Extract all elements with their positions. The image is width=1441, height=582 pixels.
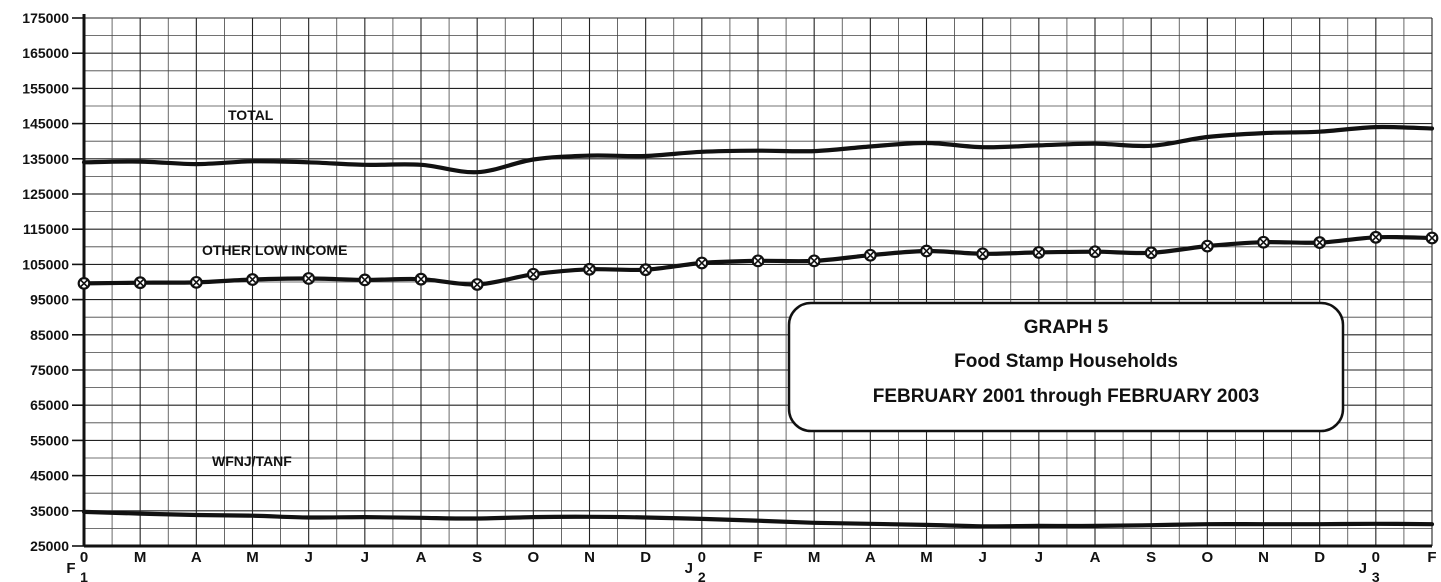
y-tick-label: 65000	[30, 397, 69, 413]
x-tick-label: J	[361, 549, 369, 566]
chart-title-line-1: GRAPH 5	[1024, 317, 1109, 338]
y-tick-label: 85000	[30, 327, 69, 343]
x-tick-label: 0	[80, 549, 88, 566]
x-tick-label: 0	[698, 549, 706, 566]
series-lines	[77, 124, 1439, 529]
series-other-low-income	[77, 230, 1439, 291]
x-tick-label: 3	[1372, 569, 1380, 582]
y-tick-label: 75000	[30, 362, 69, 378]
data-point-marker-cross	[866, 251, 875, 260]
data-point-marker-cross	[754, 257, 762, 265]
data-point-marker-cross	[698, 259, 706, 267]
data-point-marker-cross	[810, 257, 818, 265]
x-tick-label: A	[191, 549, 202, 566]
x-tick-label: S	[1146, 549, 1156, 566]
x-tick-label: J	[1359, 560, 1367, 577]
x-tick-label: M	[808, 549, 821, 566]
data-point-marker-cross	[473, 280, 481, 289]
data-point-marker-cross	[417, 275, 425, 283]
data-point-marker-cross	[585, 265, 594, 274]
x-tick-label: D	[1314, 549, 1325, 566]
data-point-marker-cross	[1203, 242, 1212, 250]
y-tick-label: 125000	[22, 186, 69, 202]
x-tick-label: O	[1201, 549, 1213, 566]
series-wfnj-tanf	[81, 509, 1435, 529]
x-axis-tick-labels: 0F 1M A M J J A S O N D 0J 2F M A M J J A S O N D 0J 3F	[66, 549, 1436, 582]
data-point-marker-cross	[1428, 234, 1436, 242]
series-line-total	[81, 124, 1435, 175]
series-label-other-low-income: OTHER LOW INCOME	[202, 242, 347, 258]
data-point-marker-cross	[1259, 238, 1268, 246]
data-point-marker-cross	[641, 265, 650, 274]
data-point-marker-cross	[80, 279, 88, 288]
series-labels: TOTAL OTHER LOW INCOME WFNJ/TANF	[202, 107, 347, 469]
series-line-wfnj-tanf	[81, 509, 1435, 529]
title-box: GRAPH 5 Food Stamp Households FEBRUARY 2…	[787, 301, 1345, 433]
x-tick-label: A	[416, 549, 427, 566]
series-label-total: TOTAL	[228, 107, 274, 123]
data-point-marker-cross	[1372, 233, 1380, 242]
y-tick-label: 105000	[22, 256, 69, 272]
chart-title-line-2: Food Stamp Households	[954, 351, 1178, 372]
x-tick-label: 2	[698, 569, 706, 582]
x-tick-label: J	[978, 549, 986, 566]
x-tick-label: N	[1258, 549, 1269, 566]
x-tick-label: J	[304, 549, 312, 566]
x-tick-label: A	[865, 549, 876, 566]
x-tick-label: S	[472, 549, 482, 566]
y-tick-label: 165000	[22, 45, 69, 61]
y-tick-label: 45000	[30, 468, 69, 484]
x-tick-label: J	[1035, 549, 1043, 566]
chart-title-line-3: FEBRUARY 2001 through FEBRUARY 2003	[873, 386, 1259, 407]
data-point-marker-cross	[922, 247, 931, 255]
series-label-wfnj-tanf: WFNJ/TANF	[212, 453, 292, 469]
y-tick-label: 25000	[30, 538, 69, 554]
series-total	[81, 124, 1435, 175]
y-tick-label: 95000	[30, 292, 69, 308]
x-tick-label: A	[1090, 549, 1101, 566]
data-point-marker-cross	[978, 250, 987, 258]
data-point-marker-cross	[1147, 249, 1155, 257]
data-point-marker-cross	[248, 275, 257, 284]
data-point-marker-cross	[136, 278, 144, 287]
x-tick-label: M	[920, 549, 933, 566]
x-tick-label: 1	[80, 569, 88, 582]
x-tick-label: F	[66, 560, 75, 577]
x-tick-label: O	[527, 549, 539, 566]
data-point-marker-cross	[361, 276, 369, 284]
y-tick-label: 55000	[30, 432, 69, 448]
y-tick-label: 145000	[22, 116, 69, 132]
x-tick-label: M	[134, 549, 147, 566]
y-tick-label: 35000	[30, 503, 69, 519]
data-point-marker-cross	[1035, 248, 1043, 257]
data-point-marker-cross	[1091, 247, 1099, 256]
x-tick-label: 0	[1372, 549, 1380, 566]
data-point-marker-cross	[304, 274, 313, 283]
data-point-marker-cross	[1315, 238, 1324, 247]
x-tick-label: F	[1427, 549, 1436, 566]
x-tick-label: J	[685, 560, 693, 577]
data-point-marker-cross	[529, 270, 538, 279]
y-axis-tick-labels: 25000 35000 45000 55000 65000 75000 85000 95000…	[22, 10, 69, 554]
x-tick-label: D	[640, 549, 651, 566]
y-tick-label: 155000	[22, 80, 69, 96]
title-box-frame	[787, 301, 1345, 433]
y-tick-label: 115000	[23, 221, 69, 237]
x-tick-label: M	[246, 549, 259, 566]
x-tick-label: F	[753, 549, 762, 566]
data-point-marker-cross	[192, 278, 201, 287]
x-tick-label: N	[584, 549, 595, 566]
y-tick-label: 175000	[22, 10, 69, 26]
y-tick-label: 135000	[22, 151, 69, 167]
